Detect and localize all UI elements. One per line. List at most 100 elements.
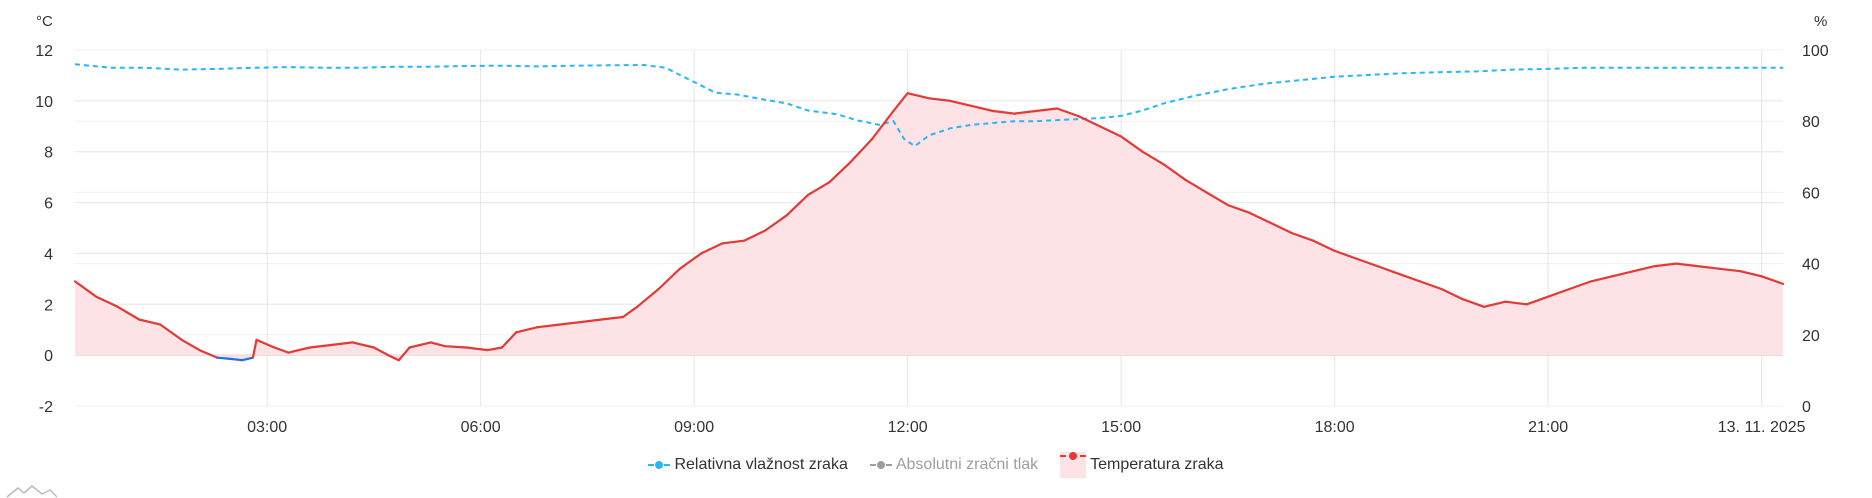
temperature-segment	[764, 214, 788, 232]
x-tick-label: 21:00	[1528, 419, 1568, 436]
temperature-segment	[216, 356, 233, 361]
x-tick-label: 09:00	[674, 419, 714, 436]
temperature-segment	[1055, 107, 1080, 118]
temperature-segment	[1717, 267, 1742, 273]
temperature-segment	[1589, 275, 1614, 283]
temperature-segment	[1696, 265, 1721, 270]
temperature-segment	[557, 321, 582, 326]
temperature-area	[75, 93, 1783, 361]
pressure-legend-icon	[869, 459, 892, 471]
temperature-segment	[429, 341, 447, 348]
temperature-segment	[1119, 135, 1144, 153]
y-right-tick-label: 0	[1802, 399, 1811, 416]
temperature-segment	[515, 326, 539, 334]
y-right-tick-label: 100	[1802, 43, 1829, 60]
axes: -2 0 2 4 6 8 10 12 0 20 40 60 80 100 03:00 06:00 09:00 12…	[35, 13, 1829, 436]
y-left-tick-label: 10	[35, 94, 53, 111]
temperature-segment	[636, 287, 660, 308]
temperature-segment	[230, 357, 244, 362]
temperature-segment	[742, 229, 767, 242]
temperature-segment	[991, 109, 1016, 115]
x-tick-label: 06:00	[461, 419, 501, 436]
temperature-segment	[870, 109, 895, 141]
y-left-tick-label: 0	[44, 348, 53, 365]
temperature-segment	[1077, 114, 1101, 128]
x-tick-label: 15:00	[1101, 419, 1141, 436]
temperature-segment	[970, 104, 995, 113]
temperature-segment	[95, 295, 119, 308]
temperature-segment	[678, 252, 703, 270]
temperature-segment	[1184, 178, 1208, 194]
temperature-segment	[397, 346, 411, 362]
temperature-segment	[949, 99, 973, 108]
temperature-segment	[444, 345, 468, 349]
humidity-line	[74, 63, 1783, 148]
temperature-segment	[1312, 239, 1336, 252]
temperature-segment	[1098, 125, 1123, 138]
mountain-logo-icon	[6, 485, 58, 498]
temperature-segment	[1568, 280, 1593, 291]
x-tick-label: 12:00	[888, 419, 928, 436]
temperature-segment	[1141, 150, 1165, 166]
y-right-unit: %	[1814, 13, 1827, 30]
legend-label-pressure: Absolutni zračni tlak	[895, 456, 1039, 473]
temperature-segment	[1290, 232, 1315, 242]
y-left-tick-label: 2	[44, 297, 53, 314]
y-right-tick-label: 20	[1802, 328, 1820, 345]
y-left-unit: °C	[36, 13, 53, 30]
temperature-segment	[1760, 275, 1785, 285]
temperature-segment	[500, 331, 518, 349]
temperature-segment	[1632, 265, 1657, 273]
temperature-segment	[1440, 287, 1464, 301]
temperature-fill	[75, 93, 1783, 361]
temperature-segment	[73, 280, 98, 298]
temperature-segment	[700, 242, 724, 255]
y-left-tick-label: 8	[44, 145, 53, 162]
legend-label-temperature: Temperatura zraka	[1090, 456, 1224, 473]
temperature-segment	[408, 341, 432, 349]
temperature-segment	[1013, 109, 1037, 115]
temperature-segment	[892, 92, 909, 113]
legend-label-humidity: Relativna vlažnost zraka	[674, 456, 848, 473]
legend-item-pressure[interactable]: Absolutni zračni tlak	[869, 452, 1039, 478]
temperature-legend-icon	[1060, 452, 1087, 478]
temperature-segment	[180, 338, 201, 352]
x-tick-label: 03:00	[247, 419, 287, 436]
temperature-segment	[1162, 163, 1187, 181]
temperature-segment	[465, 346, 489, 352]
temperature-segment	[536, 323, 561, 329]
temperature-segment	[255, 338, 276, 349]
y-left-tick-label: 12	[35, 43, 53, 60]
temperature-segment	[1546, 287, 1571, 298]
temperature-segment	[927, 97, 952, 103]
temperature-segment	[387, 354, 400, 362]
temperature-segment	[1504, 300, 1528, 306]
y-right-tick-label: 60	[1802, 185, 1820, 202]
legend-item-temperature[interactable]: Temperatura zraka	[1060, 452, 1224, 478]
temperature-segment	[1248, 211, 1272, 224]
temperature-segment	[906, 92, 931, 100]
humidity-legend-icon	[648, 459, 671, 471]
temperature-segment	[1739, 270, 1763, 278]
legend-item-humidity[interactable]: Relativna vlažnost zraka	[648, 452, 848, 478]
temperature-segment	[486, 346, 504, 352]
temperature-segment	[273, 346, 290, 354]
temperature-segment	[579, 318, 603, 324]
chart-canvas: -2 0 2 4 6 8 10 12 0 20 40 60 80 100 03:00 06:00 09:00 12…	[35, 13, 1829, 436]
temperature-segment	[1653, 262, 1678, 268]
temperature-segment	[138, 318, 162, 326]
temperature-segment	[159, 323, 183, 341]
temperature-segment	[1269, 221, 1294, 235]
y-left-tick-label: 4	[44, 246, 53, 263]
temperature-segment	[198, 349, 219, 359]
temperature-segment	[308, 343, 333, 349]
temperature-segment	[849, 137, 874, 163]
temperature-segment	[721, 239, 746, 245]
temperature-segment	[241, 356, 254, 362]
y-right-tick-label: 80	[1802, 114, 1820, 131]
temperature-segment	[372, 346, 390, 357]
temperature-segment	[785, 193, 810, 217]
series-lines	[73, 63, 1785, 362]
temperature-segment	[1525, 295, 1550, 306]
temperature-segment	[1611, 270, 1635, 278]
